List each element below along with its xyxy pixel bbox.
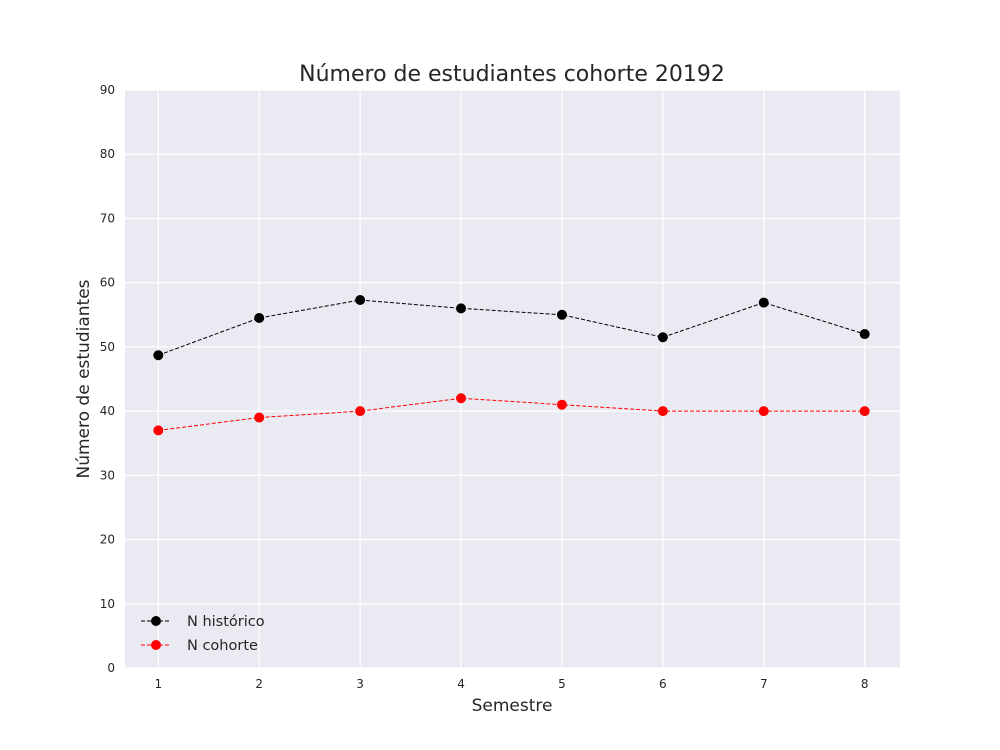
series-2 [153,393,870,436]
legend-item: N cohorte [141,638,258,654]
grid [125,89,900,669]
chart-title: Número de estudiantes cohorte 20192 [299,62,725,87]
x-tick-label: 5 [558,677,566,691]
legend-marker [151,616,161,626]
plot-area [125,90,900,668]
y-tick-label: 50 [100,340,115,354]
legend: N histórico N cohorte [141,614,265,654]
y-tick-label: 90 [100,83,115,97]
series-line [158,299,865,356]
x-tick-label: 3 [356,677,364,691]
y-axis-title: Número de estudiantes [74,279,94,478]
data-point [254,412,265,423]
data-point [657,406,668,417]
tick-labels: 0 10 20 30 40 50 60 70 80 90 1 2 3 4 5 6 7 8 [100,83,869,691]
x-tick-label: 6 [659,677,667,691]
data-point [859,329,870,340]
data-point [456,303,467,314]
legend-marker [151,640,161,650]
data-point [859,406,870,417]
data-point [556,309,567,320]
y-tick-label: 0 [107,661,115,675]
x-tick-label: 7 [760,677,768,691]
data-point [153,425,164,436]
data-point [254,312,265,323]
y-tick-label: 20 [100,533,115,547]
y-tick-label: 30 [100,468,115,482]
y-tick-label: 40 [100,404,115,418]
legend-item: N histórico [141,614,265,630]
data-point [456,393,467,404]
data-point [355,295,366,306]
x-tick-label: 2 [255,677,263,691]
data-point [556,399,567,410]
data-point [355,406,366,417]
series-1 [153,295,870,361]
x-tick-label: 4 [457,677,465,691]
series-layer [153,295,870,436]
y-tick-label: 10 [100,597,115,611]
x-tick-label: 8 [861,677,869,691]
legend-label: N histórico [187,614,265,630]
x-tick-label: 1 [154,677,162,691]
series-line [158,397,865,431]
x-axis-title: Semestre [472,696,553,716]
data-point [657,332,668,343]
y-tick-label: 80 [100,147,115,161]
legend-label: N cohorte [187,638,258,654]
y-tick-label: 60 [100,276,115,290]
y-tick-label: 70 [100,211,115,225]
data-point [758,406,769,417]
data-point [153,350,164,361]
data-point [758,297,769,308]
